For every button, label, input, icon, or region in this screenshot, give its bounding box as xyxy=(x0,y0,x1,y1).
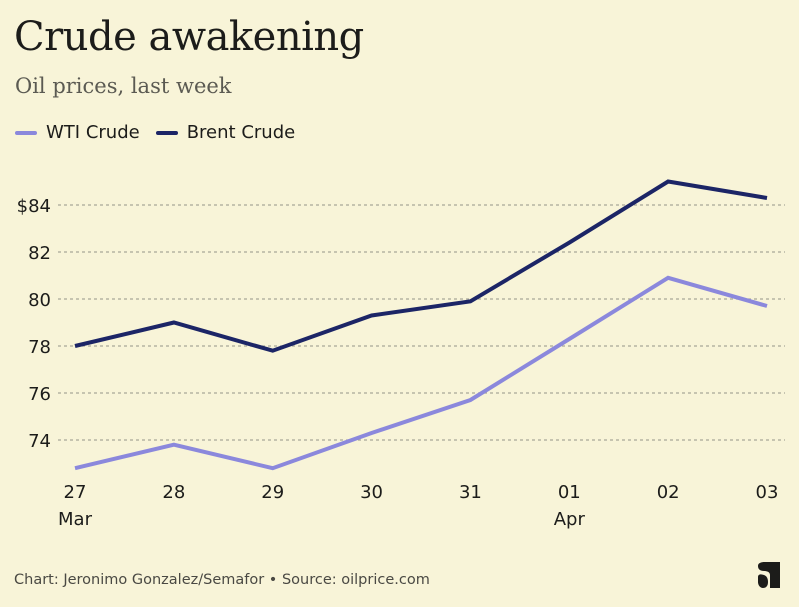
source-credit: Chart: Jeronimo Gonzalez/Semafor • Sourc… xyxy=(14,572,430,588)
series-line-brent-crude xyxy=(74,179,768,353)
x-tick-label: 01 xyxy=(558,482,581,503)
y-tick-label: 78 xyxy=(28,337,51,358)
series-lines xyxy=(74,179,768,471)
x-tick-label: 30 xyxy=(360,482,383,503)
semafor-logo-icon xyxy=(758,562,780,588)
x-tick-label: 28 xyxy=(162,482,185,503)
y-tick-label: 82 xyxy=(28,243,51,264)
x-axis-ticks: 27 Mar 28 29 30 31 01 Apr 02 03 xyxy=(58,482,778,530)
y-tick-label: $84 xyxy=(17,196,51,217)
x-tick-label: 02 xyxy=(657,482,680,503)
y-axis-ticks: 74 76 78 80 82 $84 xyxy=(17,196,51,452)
legend-swatch-brent xyxy=(155,130,178,135)
legend-swatch-wti xyxy=(15,130,37,135)
x-tick-label: 29 xyxy=(261,482,284,503)
series-line-wti-crude xyxy=(74,275,768,471)
x-tick-month-label: Mar xyxy=(58,509,93,530)
chart-title: Crude awakening xyxy=(14,14,364,60)
x-tick-label: 31 xyxy=(459,482,482,503)
legend: WTI Crude Brent Crude xyxy=(15,122,311,143)
y-tick-label: 80 xyxy=(28,290,51,311)
legend-item-brent: Brent Crude xyxy=(155,122,296,143)
y-tick-label: 76 xyxy=(28,384,51,405)
legend-item-wti: WTI Crude xyxy=(15,122,140,143)
x-tick-label: 03 xyxy=(756,482,779,503)
chart-subtitle: Oil prices, last week xyxy=(15,74,232,98)
y-tick-label: 74 xyxy=(28,431,51,452)
legend-label-brent: Brent Crude xyxy=(186,122,296,143)
x-tick-label: 27 xyxy=(64,482,87,503)
legend-label-wti: WTI Crude xyxy=(46,122,140,143)
x-tick-month-label: Apr xyxy=(554,509,586,530)
gridlines xyxy=(58,204,785,441)
